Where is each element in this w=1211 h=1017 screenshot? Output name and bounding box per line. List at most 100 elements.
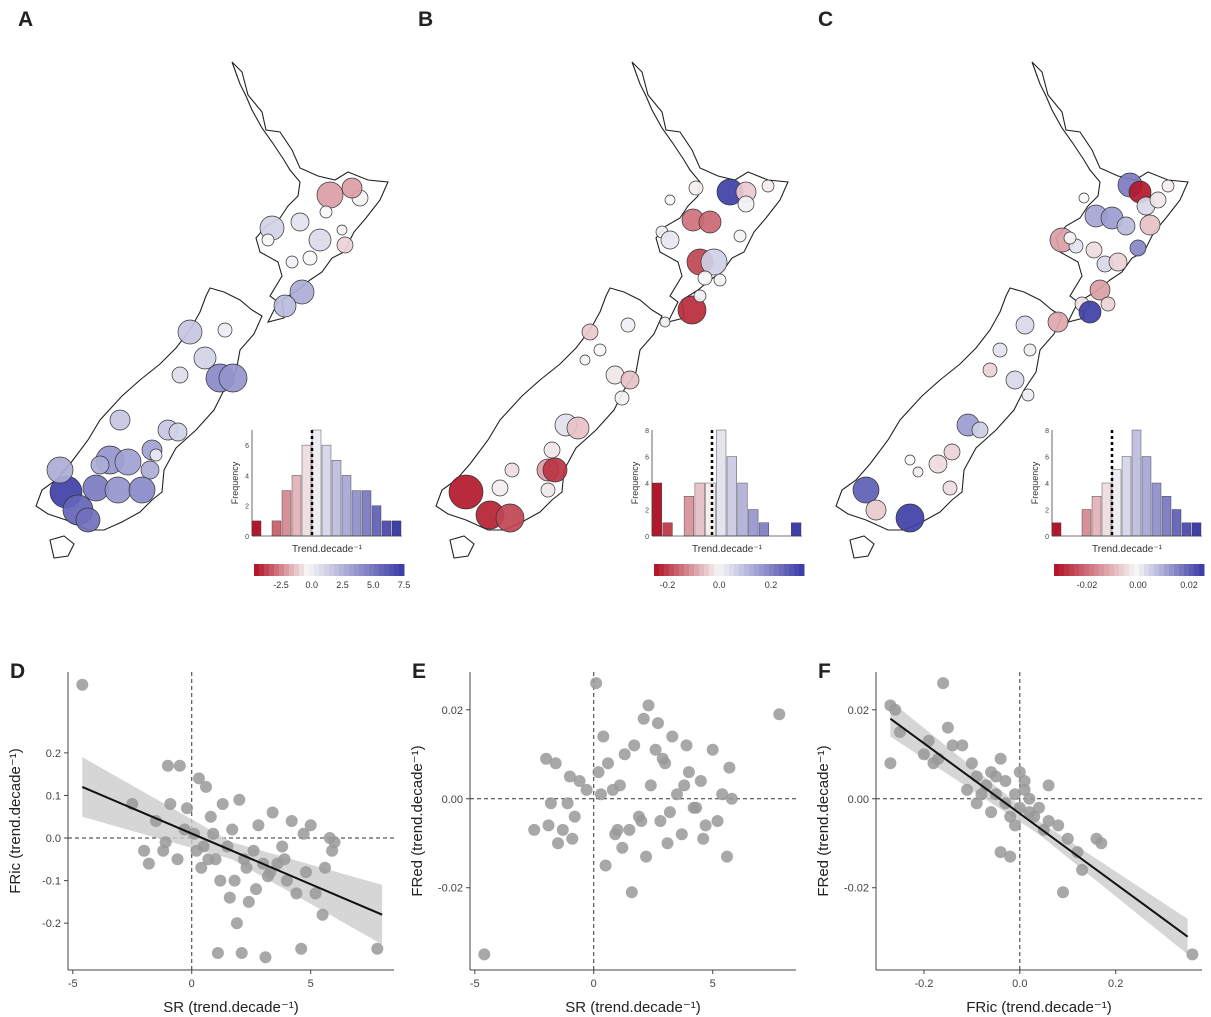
- histogram-bar: [716, 429, 727, 537]
- histogram-y-tick: 0: [1045, 534, 1049, 541]
- data-point: [590, 677, 603, 690]
- data-point: [566, 832, 579, 845]
- site-circle: [928, 454, 948, 474]
- data-point: [171, 853, 184, 866]
- colorbar-segment: [754, 564, 760, 576]
- colorbar-segment: [1149, 564, 1155, 576]
- data-point: [242, 895, 255, 908]
- site-circle: [1108, 252, 1128, 272]
- histogram-bar: [1111, 469, 1122, 537]
- data-point: [661, 837, 674, 850]
- data-point: [694, 775, 707, 787]
- data-point: [1042, 779, 1055, 792]
- site-circle: [109, 409, 131, 431]
- colorbar-segment: [789, 564, 795, 576]
- y-tick-label: 0.0: [46, 833, 61, 845]
- histogram-bar: [1051, 522, 1062, 537]
- colorbar-segment: [284, 564, 290, 576]
- site-circle: [677, 295, 707, 325]
- colorbar-segment: [739, 564, 745, 576]
- data-point: [994, 846, 1007, 859]
- x-axis-label: SR (trend.decade⁻¹): [565, 999, 700, 1016]
- colorbar-segment: [1119, 564, 1125, 576]
- data-point: [635, 815, 648, 827]
- site-circle: [308, 228, 332, 252]
- y-axis-label: FRic (trend.decade⁻¹): [7, 748, 24, 893]
- site-circle: [1063, 231, 1077, 245]
- colorbar-segment: [689, 564, 695, 576]
- colorbar-segment: [1069, 564, 1075, 576]
- data-point: [594, 788, 607, 801]
- data-point: [721, 850, 733, 863]
- data-point: [711, 815, 724, 827]
- colorbar-segment: [1094, 564, 1100, 576]
- data-point: [1013, 766, 1026, 779]
- site-circle: [1078, 192, 1090, 204]
- site-circle: [1089, 279, 1111, 301]
- data-point: [690, 801, 703, 814]
- data-point: [195, 861, 208, 874]
- data-point: [568, 810, 581, 823]
- data-point: [592, 766, 605, 779]
- colorbar-segment: [379, 564, 385, 576]
- histogram-y-tick: 2: [645, 508, 649, 515]
- colorbar-segment: [1154, 564, 1160, 576]
- data-point: [161, 759, 174, 772]
- x-tick-label: 0.0: [1012, 978, 1027, 990]
- site-circle: [1085, 241, 1103, 259]
- site-circle: [217, 322, 233, 338]
- colorbar-segment: [669, 564, 675, 576]
- inset-histogram: 0 2 4 6 Frequency Trend.decade⁻¹: [230, 429, 402, 555]
- colorbar-segment: [719, 564, 725, 576]
- scatter-panel-e: -5 0 5 -0.02 0.00 0.02 SR (trend.decade⁻¹) FRed…: [409, 672, 796, 1016]
- data-point: [278, 853, 291, 866]
- histogram-bar: [1141, 456, 1152, 537]
- colorbar-segment: [1134, 564, 1140, 576]
- data-point: [563, 770, 576, 783]
- colorbar-segment: [734, 564, 740, 576]
- colorbar-segment: [354, 564, 360, 576]
- data-point: [192, 772, 205, 785]
- data-point: [1186, 948, 1199, 961]
- colorbar-segment: [264, 564, 270, 576]
- y-axis-label: FRed (trend.decade⁻¹): [815, 745, 832, 896]
- histogram-bar: [1151, 482, 1162, 537]
- colorbar-segment: [654, 564, 660, 576]
- data-point: [247, 844, 260, 857]
- panel-letter-d: D: [10, 660, 26, 683]
- data-point: [946, 739, 959, 752]
- histogram-bar: [1101, 482, 1112, 537]
- colorbar-segment: [254, 564, 260, 576]
- colorbar-segment: [1159, 564, 1165, 576]
- colorbar-segment: [774, 564, 780, 576]
- data-point: [602, 757, 614, 770]
- site-circle: [1100, 296, 1116, 312]
- x-tick-label: -5: [68, 978, 78, 990]
- histogram-bar: [662, 522, 673, 537]
- data-point: [723, 761, 736, 774]
- site-circle: [581, 323, 599, 341]
- inset-histogram: 0 2 4 6 8 Frequency Trend.decade⁻¹: [1030, 428, 1202, 555]
- y-tick-label: 0.2: [46, 748, 61, 760]
- data-point: [623, 823, 636, 836]
- colorbar-segment: [779, 564, 785, 576]
- colorbar-segment: [1194, 564, 1200, 576]
- colorbar-segment: [1184, 564, 1190, 576]
- histogram-bar: [321, 444, 332, 537]
- data-point: [1076, 863, 1089, 876]
- histogram-bar: [651, 482, 662, 537]
- colorbar-segment: [1144, 564, 1150, 576]
- histogram-bar: [271, 520, 282, 537]
- colorbar-segment: [399, 564, 405, 576]
- colorbar-segment: [319, 564, 325, 576]
- y-tick-label: 0.02: [848, 705, 869, 717]
- colorbar-tick: 0.02: [1180, 580, 1198, 590]
- data-point: [252, 819, 265, 832]
- colorbar-segment: [359, 564, 365, 576]
- data-point: [202, 853, 215, 866]
- colorbar-segment: [749, 564, 755, 576]
- histogram-bar: [1131, 429, 1142, 537]
- colorbar-segment: [349, 564, 355, 576]
- data-point: [975, 788, 988, 801]
- site-circle: [289, 279, 315, 305]
